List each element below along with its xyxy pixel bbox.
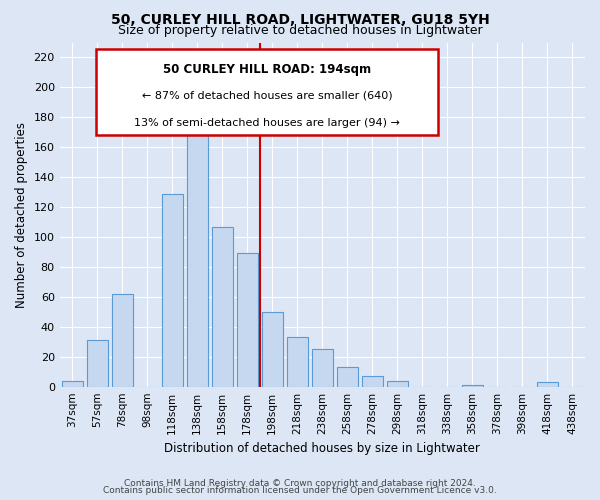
Bar <box>62 380 83 386</box>
Text: ← 87% of detached houses are smaller (640): ← 87% of detached houses are smaller (64… <box>142 90 392 101</box>
Bar <box>86 340 108 386</box>
Bar <box>337 367 358 386</box>
Text: Size of property relative to detached houses in Lightwater: Size of property relative to detached ho… <box>118 24 482 37</box>
Bar <box>362 376 383 386</box>
Y-axis label: Number of detached properties: Number of detached properties <box>15 122 28 308</box>
Bar <box>312 350 333 387</box>
Bar <box>236 254 258 386</box>
Text: 13% of semi-detached houses are larger (94) →: 13% of semi-detached houses are larger (… <box>134 118 400 128</box>
Bar <box>112 294 133 386</box>
Bar <box>462 385 483 386</box>
Bar <box>187 116 208 386</box>
Text: 50 CURLEY HILL ROAD: 194sqm: 50 CURLEY HILL ROAD: 194sqm <box>163 63 371 76</box>
Bar <box>161 194 183 386</box>
Bar <box>212 226 233 386</box>
Bar <box>537 382 558 386</box>
FancyBboxPatch shape <box>97 50 438 136</box>
Bar <box>287 338 308 386</box>
X-axis label: Distribution of detached houses by size in Lightwater: Distribution of detached houses by size … <box>164 442 480 455</box>
Bar <box>387 380 408 386</box>
Text: Contains HM Land Registry data © Crown copyright and database right 2024.: Contains HM Land Registry data © Crown c… <box>124 478 476 488</box>
Bar <box>262 312 283 386</box>
Text: 50, CURLEY HILL ROAD, LIGHTWATER, GU18 5YH: 50, CURLEY HILL ROAD, LIGHTWATER, GU18 5… <box>110 12 490 26</box>
Text: Contains public sector information licensed under the Open Government Licence v3: Contains public sector information licen… <box>103 486 497 495</box>
